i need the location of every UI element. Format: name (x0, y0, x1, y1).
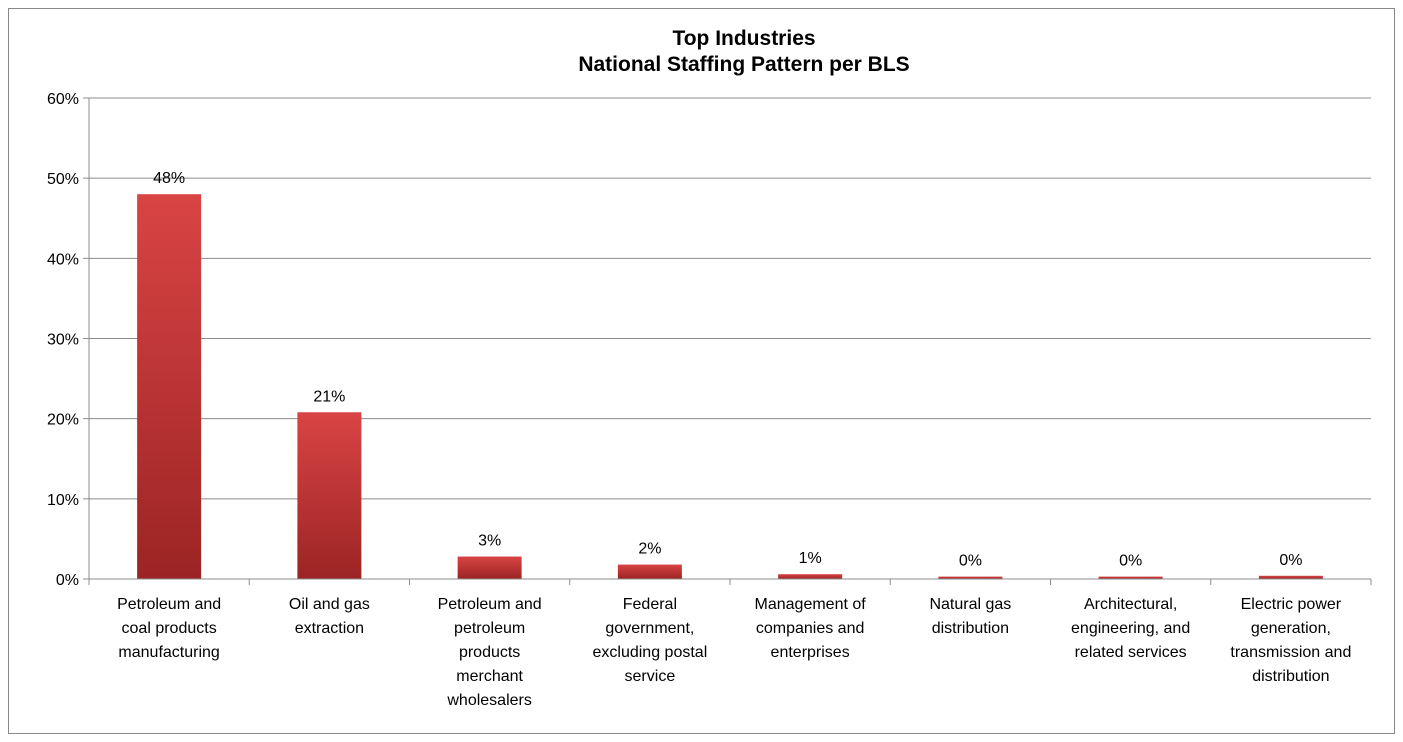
chart-frame: Top Industries National Staffing Pattern … (8, 8, 1395, 734)
y-tick-label: 10% (47, 492, 79, 509)
category-labels: Petroleum and coal products manufacturing O… (117, 596, 1351, 709)
data-labels: 48% 21% 3% 2% 1% 0% 0% 0% (153, 170, 1302, 569)
chart-title-line-2: National Staffing Pattern per BLS (578, 53, 909, 76)
y-tick-label: 40% (47, 251, 79, 268)
chart-title-line-1: Top Industries (672, 27, 815, 50)
y-tick-label: 0% (56, 572, 79, 589)
category-label: Oil and gas extraction (289, 596, 370, 637)
data-label: 3% (478, 533, 501, 550)
y-tick-label: 30% (47, 332, 79, 349)
bar (938, 576, 1003, 579)
data-label: 0% (1119, 553, 1142, 570)
bar (617, 564, 682, 579)
y-tick-label: 50% (47, 171, 79, 188)
x-axis (88, 98, 1372, 585)
data-label: 2% (638, 541, 661, 558)
bar (137, 194, 202, 579)
category-label: Electric power generation, transmission an… (1230, 596, 1351, 685)
category-label: Management of companies and enterprises (755, 596, 867, 661)
category-label: Petroleum and coal products manufacturing (117, 596, 221, 661)
data-label: 21% (313, 388, 345, 405)
data-label: 48% (153, 170, 185, 187)
bar (1258, 575, 1323, 579)
gridlines (89, 97, 1371, 500)
bar (778, 574, 843, 579)
bar (457, 556, 522, 579)
y-tick-label: 20% (47, 412, 79, 429)
data-label: 0% (1279, 552, 1302, 569)
bars (137, 194, 1323, 579)
category-label: Architectural, engineering, and related se… (1071, 596, 1190, 661)
y-axis-ticks: 0% 10% 20% 30% 40% 50% 60% (47, 91, 89, 589)
data-label: 0% (959, 553, 982, 570)
bar (1098, 576, 1163, 579)
data-label: 1% (799, 550, 822, 567)
category-label: Petroleum and petroleum products merchant wh… (438, 596, 542, 709)
y-tick-label: 60% (47, 91, 79, 108)
bar-chart: Top Industries National Staffing Pattern … (47, 27, 1372, 709)
category-label: Federal government, excluding postal servic… (593, 596, 708, 685)
category-label: Natural gas distribution (929, 596, 1011, 637)
bar (297, 412, 362, 579)
chart-title: Top Industries National Staffing Pattern … (578, 27, 909, 76)
